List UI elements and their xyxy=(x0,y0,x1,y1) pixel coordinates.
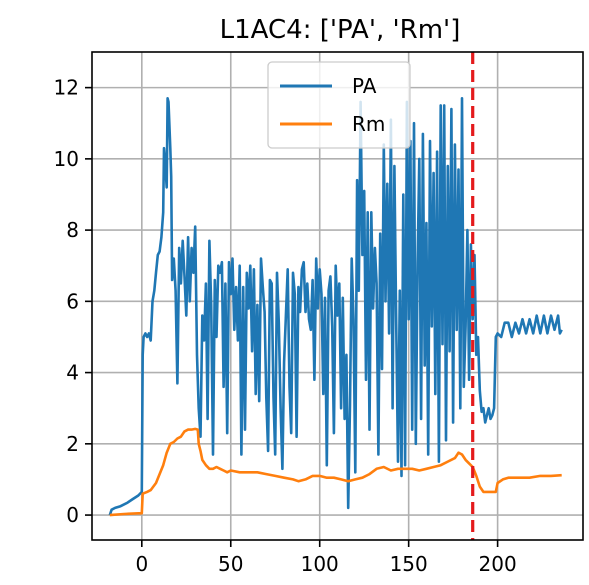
y-tick-label: 6 xyxy=(66,289,79,313)
chart-title: L1AC4: ['PA', 'Rm'] xyxy=(220,15,461,45)
x-tick-label: 50 xyxy=(218,552,243,576)
series-line-pa xyxy=(108,97,563,516)
legend: PA Rm xyxy=(267,61,411,149)
y-tick-label: 10 xyxy=(54,147,79,171)
legend-label: PA xyxy=(352,74,377,98)
series-line-rm xyxy=(109,427,562,517)
y-tick-label: 4 xyxy=(66,361,79,385)
x-tick-label: 100 xyxy=(301,552,339,576)
axes-frame xyxy=(91,51,584,541)
y-tick-label: 0 xyxy=(66,503,79,527)
y-tick-label: 12 xyxy=(54,76,79,100)
plot-area xyxy=(108,52,563,540)
x-tick-label: 150 xyxy=(390,552,428,576)
x-tick-label: 0 xyxy=(135,552,148,576)
y-tick-label: 2 xyxy=(66,432,79,456)
x-tick-label: 200 xyxy=(479,552,517,576)
y-tick-label: 8 xyxy=(66,218,79,242)
legend-label: Rm xyxy=(352,112,385,136)
legend-box xyxy=(267,61,411,149)
ticks: 0 50 100 150 200 0 2 4 6 8 10 12 xyxy=(54,76,517,576)
